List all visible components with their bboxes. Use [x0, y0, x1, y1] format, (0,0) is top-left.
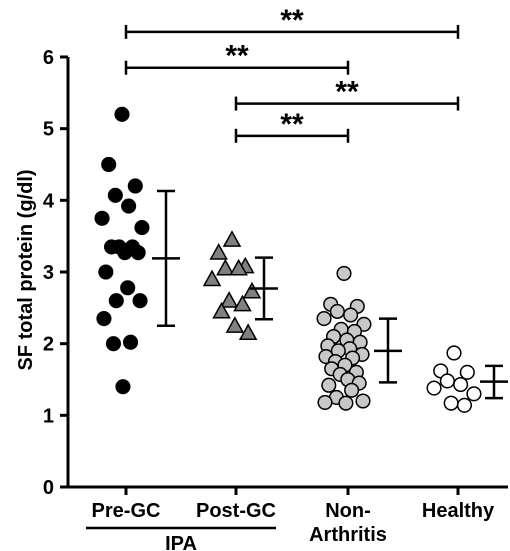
y-axis-label: SF total protein (g/dl)	[15, 169, 37, 370]
x-category-label-3: Healthy	[422, 500, 495, 522]
x-category-label-2: Non-Arthritis	[309, 500, 387, 546]
data-point	[130, 245, 146, 261]
data-point	[222, 230, 242, 247]
error-bar-layer	[152, 189, 508, 400]
data-point	[219, 291, 239, 308]
data-point	[453, 376, 469, 393]
significance-bracket: **	[124, 40, 350, 75]
data-point	[343, 307, 359, 323]
data-point	[443, 395, 459, 411]
data-point	[101, 156, 117, 173]
data-point	[233, 294, 252, 312]
data-point	[329, 303, 345, 319]
data-point	[426, 380, 442, 396]
data-point	[459, 364, 475, 380]
y-tick-label-0: 0	[43, 477, 54, 499]
y-tick-label-4: 4	[43, 190, 55, 212]
data-point	[456, 397, 473, 413]
y-tick-label-3: 3	[43, 262, 54, 284]
data-point	[120, 280, 136, 296]
data-point	[123, 334, 139, 350]
x-category-label-line: Pre-GC	[92, 500, 161, 522]
data-point	[115, 379, 131, 395]
data-point	[229, 258, 248, 276]
significance-label: **	[335, 76, 359, 109]
significance-label: **	[225, 40, 249, 73]
significance-bracket: **	[234, 108, 350, 143]
data-point	[132, 293, 148, 309]
significance-layer: ** ** ** **	[124, 4, 460, 143]
data-point	[98, 264, 114, 280]
error-bar	[480, 364, 508, 400]
error-bar	[250, 256, 278, 321]
data-point	[336, 265, 352, 281]
data-point	[212, 301, 231, 319]
data-point	[96, 311, 112, 327]
data-point	[121, 198, 137, 214]
significance-label: **	[280, 4, 304, 37]
significance-bracket: **	[124, 4, 460, 39]
data-point	[316, 311, 332, 327]
data-point	[355, 393, 371, 409]
data-point	[104, 239, 120, 255]
data-point	[321, 377, 337, 393]
data-point	[94, 210, 110, 226]
error-bar	[152, 189, 180, 327]
data-point	[238, 323, 258, 341]
data-point	[202, 269, 222, 287]
y-tick-label-6: 6	[43, 47, 54, 69]
group-label: IPA	[165, 533, 197, 551]
data-point	[225, 316, 245, 333]
x-category-label-line: Healthy	[422, 500, 495, 522]
data-point	[242, 281, 262, 299]
data-point	[344, 382, 360, 398]
y-tick-label-5: 5	[43, 119, 54, 141]
axis-layer: 0 1 2 3 4 5 6 Pre-GC Post-GC Non-Arthritis Healthy…	[43, 47, 508, 551]
data-point	[216, 258, 235, 276]
y-tick-label-2: 2	[43, 334, 54, 356]
data-point	[105, 336, 121, 352]
data-point	[446, 345, 462, 361]
data-point	[439, 373, 455, 389]
x-category-label-line: Post-GC	[196, 500, 276, 522]
data-point	[107, 187, 123, 203]
data-point	[117, 245, 133, 261]
points-layer	[94, 106, 482, 413]
data-point	[127, 178, 143, 194]
x-category-label-line: Non-	[325, 500, 371, 522]
data-point	[338, 395, 354, 411]
x-category-label-0: Pre-GC	[92, 500, 161, 522]
data-point	[108, 293, 124, 309]
significance-bracket: **	[234, 76, 460, 111]
data-point	[134, 220, 150, 236]
significance-label: **	[280, 108, 304, 141]
data-point	[317, 394, 333, 410]
x-category-label-line: Arthritis	[309, 524, 387, 546]
data-point	[209, 243, 228, 260]
x-category-label-1: Post-GC	[196, 500, 276, 522]
error-bar	[374, 317, 402, 384]
y-tick-label-1: 1	[43, 405, 54, 427]
data-point	[466, 386, 482, 402]
data-point	[114, 106, 130, 122]
